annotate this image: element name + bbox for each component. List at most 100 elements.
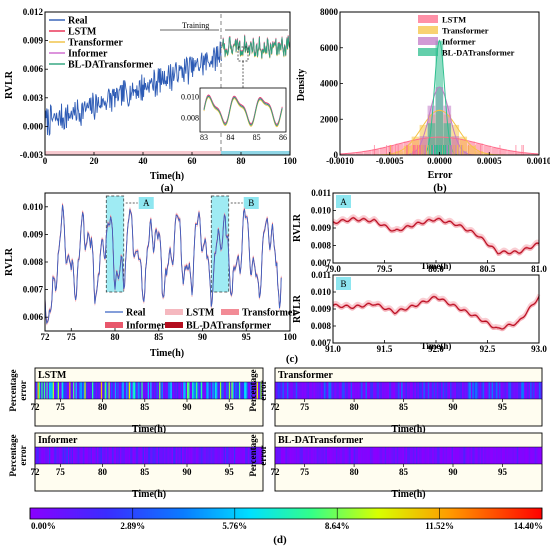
heatmap-cell <box>432 447 435 464</box>
y-tick-label: 0.010 <box>311 287 332 297</box>
colorbar-tick-label: 5.76% <box>222 521 247 531</box>
heatmap-cell <box>65 447 68 464</box>
heatmap-cell <box>85 447 88 464</box>
heatmap-cell <box>208 447 211 464</box>
y-tick-label: 0.012 <box>23 7 44 17</box>
heatmap-cell <box>401 447 403 464</box>
x-tick-label: 72 <box>31 402 41 412</box>
heatmap-cell <box>159 447 161 464</box>
heatmap-cell <box>454 447 457 464</box>
heatmap-cell <box>155 447 157 464</box>
heatmap-cell <box>349 382 352 399</box>
heatmap-cell <box>131 447 133 464</box>
heatmap-cell <box>540 447 543 464</box>
heatmap-cell <box>426 447 429 464</box>
heatmap-cell <box>113 382 116 399</box>
heatmap-cell <box>245 447 247 464</box>
heatmap-bl-datransformer: BL-DATransformer 72 75 80 85 90 95 Time(h) Perce… <box>248 432 543 500</box>
heatmap-cell <box>40 447 42 464</box>
axis-label-y-d: Percentage <box>248 369 258 411</box>
heatmap-cell <box>76 447 79 464</box>
heatmap-cell <box>88 382 90 399</box>
heatmap-cell <box>501 447 504 464</box>
heatmap-cell <box>40 382 42 399</box>
heatmap-cell <box>524 447 527 464</box>
heatmap-cell <box>289 382 292 399</box>
heatmap-cell <box>366 447 369 464</box>
heatmap-cell <box>228 382 231 399</box>
heatmap-cell <box>135 447 137 464</box>
heatmap-cell <box>286 447 289 464</box>
heatmap-cell <box>455 447 458 464</box>
heatmap-cell <box>165 447 168 464</box>
heatmap-cell <box>260 382 263 399</box>
heatmap-cell <box>193 447 195 464</box>
heatmap-cell <box>445 447 448 464</box>
heatmap-cell <box>45 447 47 464</box>
hist-bar <box>443 123 452 155</box>
hist-bar <box>507 150 515 155</box>
heatmap-cell <box>286 382 289 399</box>
heatmap-cell <box>464 382 467 399</box>
heatmap-cell <box>48 382 51 399</box>
hist-bar <box>483 145 491 155</box>
heatmap-cell <box>380 382 383 399</box>
heatmap-cell <box>142 447 145 464</box>
heatmap-cell <box>154 447 156 464</box>
heatmap-cell <box>497 382 500 399</box>
heatmap-cell <box>145 382 147 399</box>
heatmap-cell <box>288 447 291 464</box>
heatmap-cell <box>289 447 292 464</box>
legend-entry: Informer <box>68 49 108 60</box>
axis-label-x-d: Time(h) <box>132 424 166 435</box>
heatmap-cell <box>415 382 418 399</box>
heatmap-cell <box>227 447 230 464</box>
heatmap-cell <box>322 382 325 399</box>
heatmap-cell <box>174 447 176 464</box>
heatmap-cell <box>384 382 387 399</box>
heatmap-cell <box>141 382 144 399</box>
legend-a: RealLSTMTransformerInformerBL-DATransfor… <box>49 16 154 71</box>
y-tick-label: 0.007 <box>311 258 332 268</box>
heatmap-cell <box>207 447 209 464</box>
heatmap-cell <box>81 447 84 464</box>
heatmap-cell <box>227 382 230 399</box>
heatmap-cell <box>255 382 258 399</box>
heatmap-cell <box>402 447 405 464</box>
heatmap-cell <box>240 447 242 464</box>
heatmap-cell <box>510 382 513 399</box>
legend-swatch <box>221 309 239 315</box>
heatmap-cell <box>444 447 446 464</box>
heatmap-cell <box>257 447 260 464</box>
heatmap-cell <box>304 447 307 464</box>
heatmap-cell <box>231 447 233 464</box>
x-tick-label: 79.0 <box>325 264 341 274</box>
heatmap-cell <box>518 447 521 464</box>
heatmap-cell <box>60 382 62 399</box>
heatmap-cell <box>261 447 264 464</box>
heatmap-cell <box>223 382 226 399</box>
colorbar-tick-label: 0.00% <box>31 521 56 531</box>
heatmap-cell <box>67 447 70 464</box>
heatmap-cell <box>377 447 380 464</box>
x-tick-label: -0.0010 <box>326 156 354 166</box>
heatmap-cell <box>121 382 123 399</box>
heatmap-cell <box>304 382 307 399</box>
heatmap-cell <box>346 447 349 464</box>
heatmap-cell <box>192 382 194 399</box>
heatmap-cell <box>98 382 100 399</box>
heatmap-cell <box>219 447 222 464</box>
inset-series <box>203 95 283 126</box>
heatmap-cell <box>417 382 420 399</box>
x-tick-label: 79.5 <box>377 264 393 274</box>
heatmap-cell <box>490 382 492 399</box>
heatmap-cell <box>233 447 236 464</box>
x-tick-label: 72 <box>271 467 281 477</box>
heatmap-cell <box>469 382 472 399</box>
heatmap-cell <box>396 382 399 399</box>
heatmap-cell <box>531 382 534 399</box>
hist-bar <box>531 153 539 155</box>
hist-bar <box>395 143 404 155</box>
heatmap-cell <box>249 447 251 464</box>
colorbar-tick-label: 2.89% <box>120 521 145 531</box>
